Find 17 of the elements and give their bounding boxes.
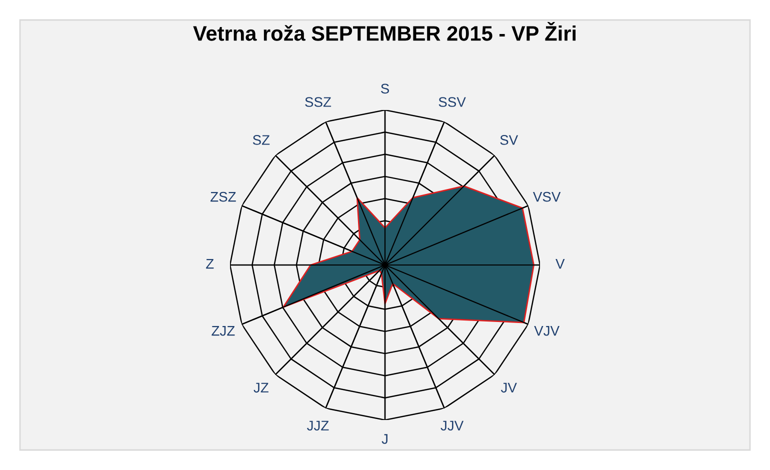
spoke-label: Z [206, 259, 214, 269]
spoke-label: VSV [532, 192, 561, 202]
spoke-label: ZSZ [210, 192, 236, 202]
spoke-label: JV [500, 382, 517, 393]
chart-title: Vetrna roža SEPTEMBER 2015 - VP Žiri [193, 22, 576, 41]
spoke-label: SZ [252, 135, 270, 145]
spoke-label: JJZ [307, 420, 329, 431]
spoke-label: JJV [440, 420, 464, 431]
spoke-label: ZJZ [212, 326, 235, 336]
spoke-label: J [382, 434, 388, 444]
spoke-label: VJV [534, 326, 560, 336]
spoke-label: SSV [438, 97, 466, 107]
spoke-label: JZ [254, 382, 268, 393]
spoke-label: SV [500, 135, 518, 145]
spoke-label: V [556, 259, 565, 269]
spoke-label: SSZ [305, 97, 332, 107]
spoke-label: S [381, 84, 389, 94]
